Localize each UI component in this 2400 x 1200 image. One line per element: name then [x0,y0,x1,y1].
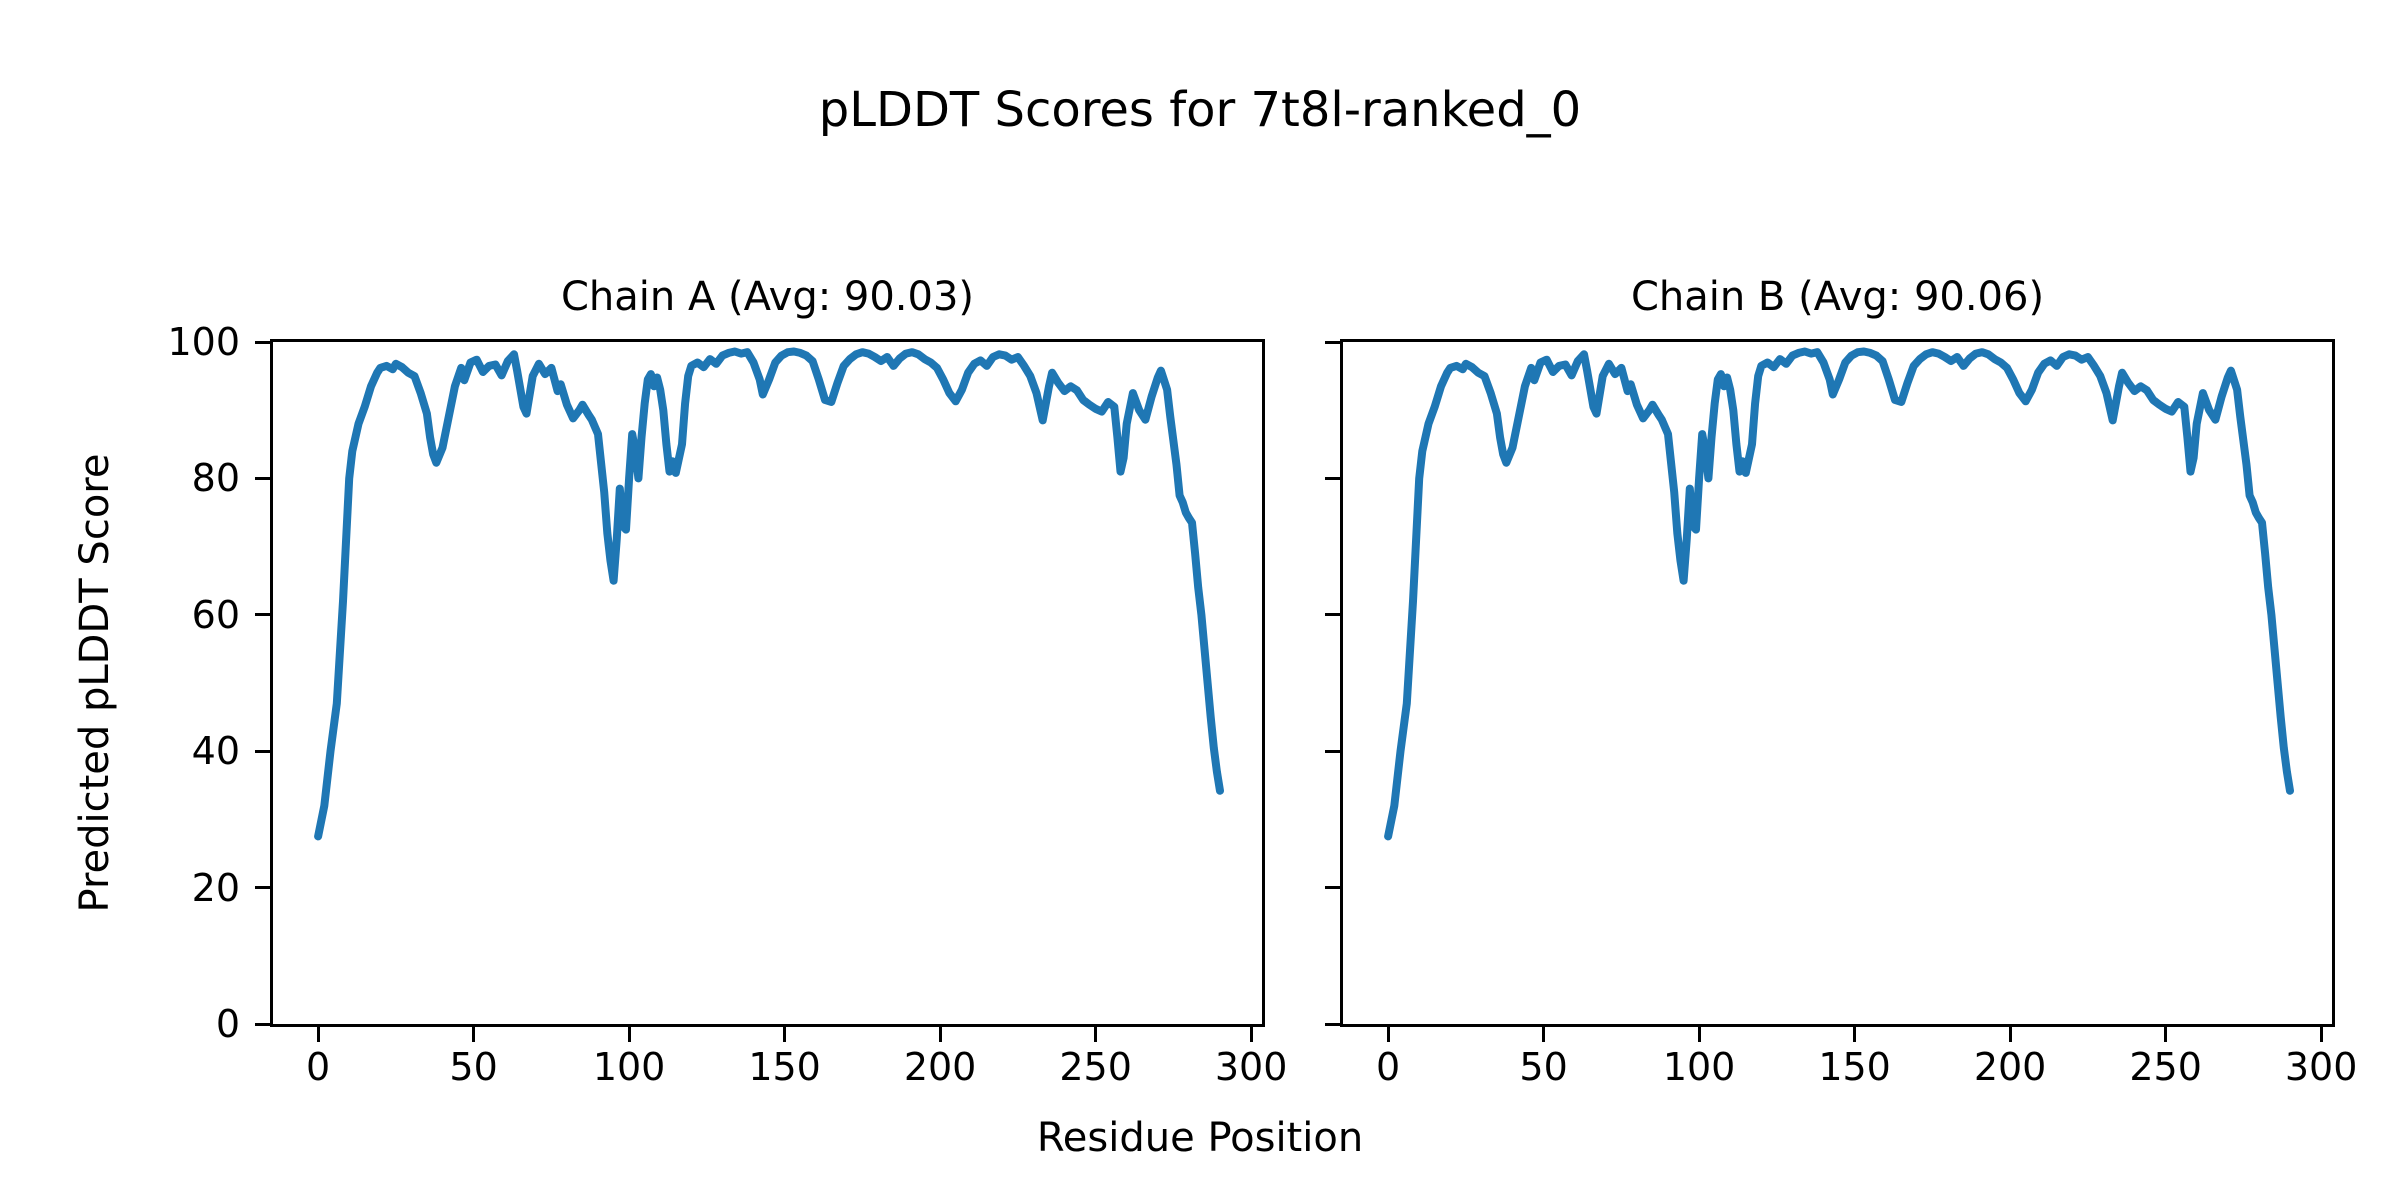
y-tick [1325,340,1340,344]
figure-title: pLDDT Scores for 7t8l-ranked_0 [818,82,1582,138]
x-tick-label: 250 [1059,1045,1132,1089]
x-tick [1386,1027,1390,1042]
y-tick [255,340,270,344]
y-tick [1325,749,1340,753]
x-tick [783,1027,787,1042]
x-tick-label: 200 [903,1045,977,1089]
plddt-line [314,347,1224,841]
x-tick [1542,1027,1546,1042]
x-tick [2319,1027,2323,1042]
x-tick [1697,1027,1701,1042]
x-tick-label: 0 [306,1045,331,1089]
y-tick-label: 0 [215,1002,240,1046]
y-tick-label: 40 [191,729,240,774]
y-tick-label: 100 [167,320,240,364]
x-tick [1853,1027,1857,1042]
x-tick-label: 150 [748,1045,821,1089]
x-tick-label: 100 [1662,1045,1736,1089]
x-tick-label: 300 [2284,1045,2358,1089]
x-tick-label: 200 [1973,1045,2047,1089]
x-tick [2164,1027,2168,1042]
y-tick [255,886,270,890]
y-tick [255,1022,270,1026]
y-tick-label: 60 [191,592,240,637]
y-tick [1325,476,1340,480]
y-tick-label: 80 [191,456,240,501]
axes-title-chain-b: Chain B (Avg: 90.06) [1630,274,2045,320]
y-tick [255,749,270,753]
x-tick-label: 150 [1818,1045,1891,1089]
plddt-line [1384,347,2294,841]
x-tick-label: 50 [1519,1045,1568,1089]
axes-title-chain-a: Chain A (Avg: 90.03) [560,274,975,320]
x-tick-label: 0 [1376,1045,1401,1089]
x-tick [472,1027,476,1042]
x-tick [316,1027,320,1042]
x-tick [938,1027,942,1042]
y-axis-label: Predicted pLDDT Score [72,453,118,913]
x-tick [2008,1027,2012,1042]
x-tick [1094,1027,1098,1042]
plot-area-chain-a [314,347,1224,841]
y-tick [255,476,270,480]
x-axis-label: Residue Position [1036,1115,1364,1161]
x-tick [627,1027,631,1042]
x-tick-label: 300 [1214,1045,1288,1089]
x-tick-label: 250 [2129,1045,2202,1089]
x-tick-label: 100 [592,1045,666,1089]
chart-chain-b: Chain B (Avg: 90.06) 0 50 100 150 200 250 300 [1325,277,2357,1086]
y-tick [1325,1022,1340,1026]
y-tick [1325,886,1340,890]
y-tick [255,613,270,617]
chart-chain-a: Chain A (Avg: 90.03) 0 50 100 150 200 250 300 … [167,277,1287,1086]
plot-area-chain-b [1384,347,2294,841]
y-tick-label: 20 [191,865,240,910]
x-tick [1249,1027,1253,1042]
x-tick-label: 50 [449,1045,498,1089]
y-tick [1325,613,1340,617]
